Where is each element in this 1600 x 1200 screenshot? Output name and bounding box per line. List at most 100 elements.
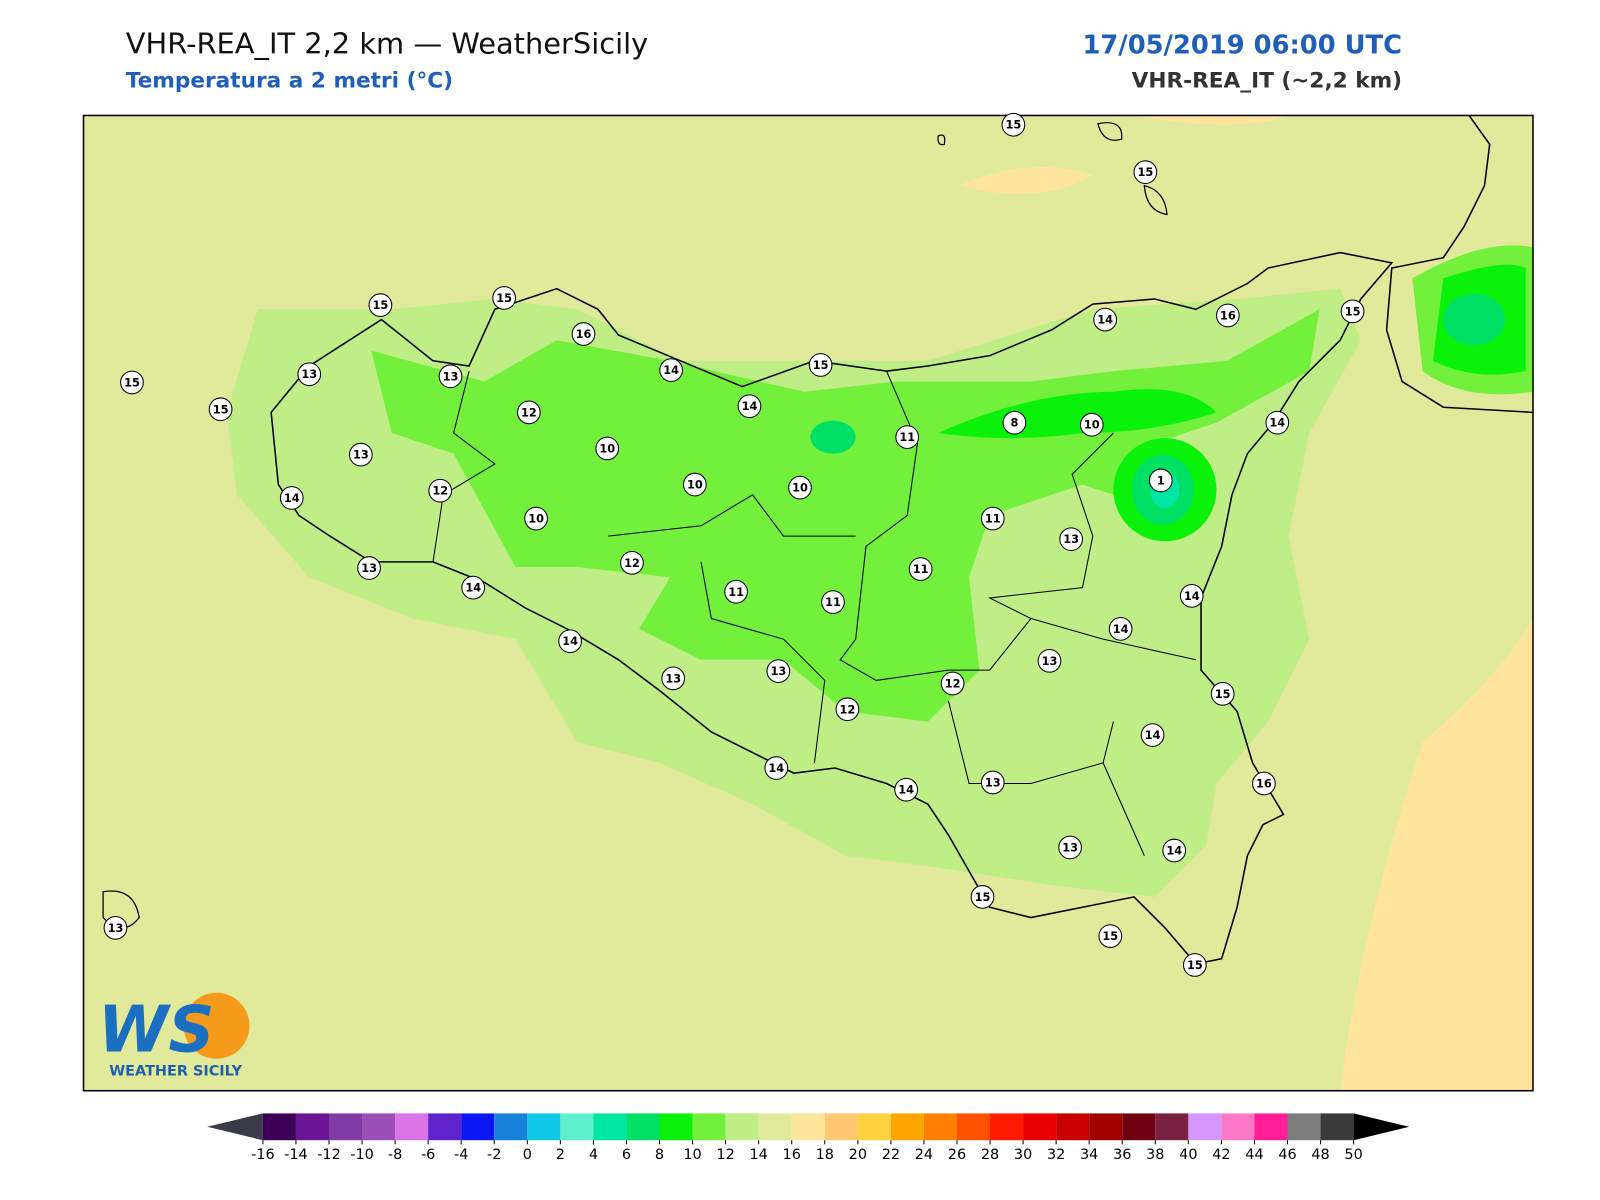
station-marker bbox=[208, 397, 233, 422]
station-marker bbox=[894, 777, 919, 802]
colorbar-tick-label: 34 bbox=[1080, 1147, 1098, 1163]
station-value: 15 bbox=[1187, 958, 1203, 972]
colorbar-tick-label: 48 bbox=[1311, 1147, 1329, 1163]
subtitle: Temperatura a 2 metri (°C) bbox=[126, 69, 453, 94]
station-marker bbox=[1093, 307, 1118, 332]
colorbar-bin bbox=[560, 1113, 594, 1141]
station-marker bbox=[659, 358, 683, 382]
colorbar-bin bbox=[791, 1113, 825, 1141]
colorbar-bin bbox=[1287, 1113, 1321, 1141]
station-marker bbox=[1058, 835, 1082, 860]
station-marker bbox=[1340, 299, 1365, 324]
station-value: 12 bbox=[945, 677, 961, 691]
station-marker bbox=[908, 557, 933, 581]
title: VHR-REA_IT 2,2 km — WeatherSicily bbox=[126, 27, 648, 61]
station-marker bbox=[764, 756, 789, 780]
station-marker bbox=[297, 362, 322, 387]
station-value: 8 bbox=[1010, 416, 1018, 430]
logo-mark: WS bbox=[98, 994, 215, 1068]
colorbar-tick-label: 40 bbox=[1179, 1147, 1197, 1163]
colorbar-bin bbox=[990, 1113, 1024, 1141]
colorbar-bin bbox=[494, 1113, 528, 1141]
province-borders bbox=[432, 370, 1196, 856]
station-marker bbox=[348, 442, 373, 467]
colorbar-bin bbox=[362, 1113, 396, 1141]
station-value: 14 bbox=[768, 761, 784, 775]
station-marker bbox=[788, 475, 812, 500]
colorbar-tick-label: 36 bbox=[1113, 1147, 1131, 1163]
colorbar-tick-label: 42 bbox=[1212, 1147, 1230, 1163]
station-marker bbox=[1002, 410, 1027, 435]
station-marker bbox=[438, 364, 463, 389]
station-value: 10 bbox=[1084, 418, 1100, 432]
station-value: 11 bbox=[899, 430, 915, 444]
field-6-8 bbox=[810, 420, 856, 454]
station-value: 14 bbox=[742, 399, 758, 413]
station-value: 14 bbox=[562, 634, 578, 648]
colorbar-tick-label: 6 bbox=[622, 1147, 631, 1163]
colorbar-tick-label: 4 bbox=[589, 1147, 598, 1163]
colorbar-tick-label: 50 bbox=[1344, 1147, 1362, 1163]
station-value: 13 bbox=[770, 664, 786, 678]
station-marker bbox=[1179, 584, 1204, 608]
colorbar-tick-label: 46 bbox=[1278, 1147, 1296, 1163]
station-value: 10 bbox=[599, 441, 615, 455]
station-value: 15 bbox=[496, 291, 512, 305]
station-marker bbox=[970, 885, 995, 909]
colorbar: -16 -14 -12 -10 -8 -6 -4 -2 0 2 4 6 8 10 12 14 16 18 20 22 2… bbox=[207, 1113, 1410, 1163]
station-marker bbox=[808, 353, 833, 377]
station-value: 15 bbox=[1102, 929, 1118, 943]
station-value: 12 bbox=[432, 484, 448, 498]
colorbar-tick-label: 30 bbox=[1014, 1147, 1032, 1163]
station-value: 16 bbox=[1220, 308, 1236, 322]
colorbar-under bbox=[207, 1113, 263, 1141]
logo: WS WEATHER SICILY bbox=[98, 992, 250, 1079]
station-marker bbox=[620, 551, 644, 575]
station-value: 1 bbox=[1157, 473, 1165, 487]
station-marker bbox=[461, 575, 486, 600]
colorbar-tick-label: -4 bbox=[454, 1147, 468, 1163]
colorbar-bin bbox=[1122, 1113, 1156, 1141]
station-value: 15 bbox=[1345, 304, 1361, 318]
colorbar-tick-label: 8 bbox=[655, 1147, 664, 1163]
station-value: 14 bbox=[465, 581, 481, 595]
station-value: 15 bbox=[124, 375, 140, 389]
colorbar-bin bbox=[1089, 1113, 1123, 1141]
colorbar-bin bbox=[1023, 1113, 1057, 1141]
station-marker bbox=[1140, 723, 1165, 747]
colorbar-tick-label: -16 bbox=[251, 1147, 275, 1163]
station-marker bbox=[940, 671, 965, 696]
station-marker bbox=[428, 478, 453, 503]
station-marker bbox=[682, 472, 707, 497]
warm-area bbox=[958, 115, 1289, 194]
colorbar-bin bbox=[626, 1113, 660, 1141]
station-value: 11 bbox=[985, 512, 1001, 526]
colorbar-bin bbox=[1155, 1113, 1189, 1141]
colorbar-bin bbox=[857, 1113, 891, 1141]
station-marker bbox=[279, 486, 304, 510]
station-value: 13 bbox=[108, 921, 124, 935]
station-value: 14 bbox=[1145, 728, 1161, 742]
station-value: 12 bbox=[521, 405, 537, 419]
station-marker bbox=[980, 770, 1005, 795]
station-value: 14 bbox=[1269, 416, 1285, 430]
station-marker bbox=[1252, 771, 1276, 796]
station-value: 10 bbox=[528, 512, 544, 526]
station-marker bbox=[595, 436, 620, 461]
station-marker bbox=[1148, 468, 1173, 493]
colorbar-bin bbox=[890, 1113, 924, 1141]
colorbar-bin bbox=[1221, 1113, 1255, 1141]
station-value: 12 bbox=[624, 556, 640, 570]
colorbar-tick-label: -6 bbox=[421, 1147, 435, 1163]
station-marker bbox=[368, 293, 393, 318]
station-value: 13 bbox=[353, 448, 369, 462]
station-marker bbox=[1215, 303, 1240, 328]
station-value: 15 bbox=[813, 358, 829, 372]
colorbar-tick-label: 0 bbox=[523, 1147, 532, 1163]
station-marker bbox=[821, 590, 845, 614]
station-marker bbox=[1108, 617, 1133, 641]
station-value: 14 bbox=[1113, 622, 1129, 636]
colorbar-bin bbox=[824, 1113, 858, 1141]
station-marker bbox=[661, 666, 686, 691]
